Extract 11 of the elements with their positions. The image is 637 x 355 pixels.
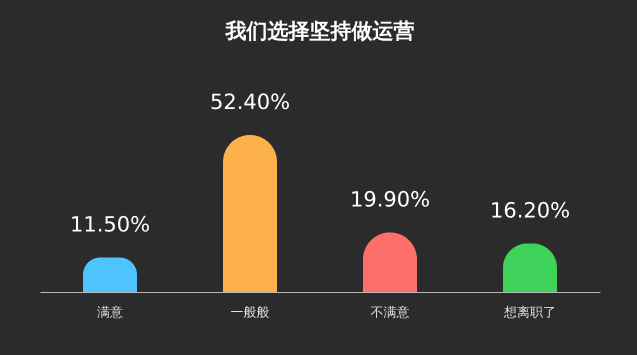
data-label: 52.40% — [210, 90, 290, 114]
data-label: 19.90% — [350, 187, 430, 212]
bar — [223, 135, 277, 292]
x-tick-label: 想离职了 — [503, 304, 556, 320]
x-tick-label: 一般般 — [230, 306, 270, 320]
data-label: 11.50% — [70, 212, 150, 237]
bar — [83, 258, 137, 292]
data-label: 16.20% — [490, 198, 570, 222]
chart-title: 我们选择坚持做运营 — [224, 19, 414, 43]
x-tick-label: 不满意 — [370, 306, 410, 320]
x-tick-label: 满意 — [97, 306, 123, 320]
